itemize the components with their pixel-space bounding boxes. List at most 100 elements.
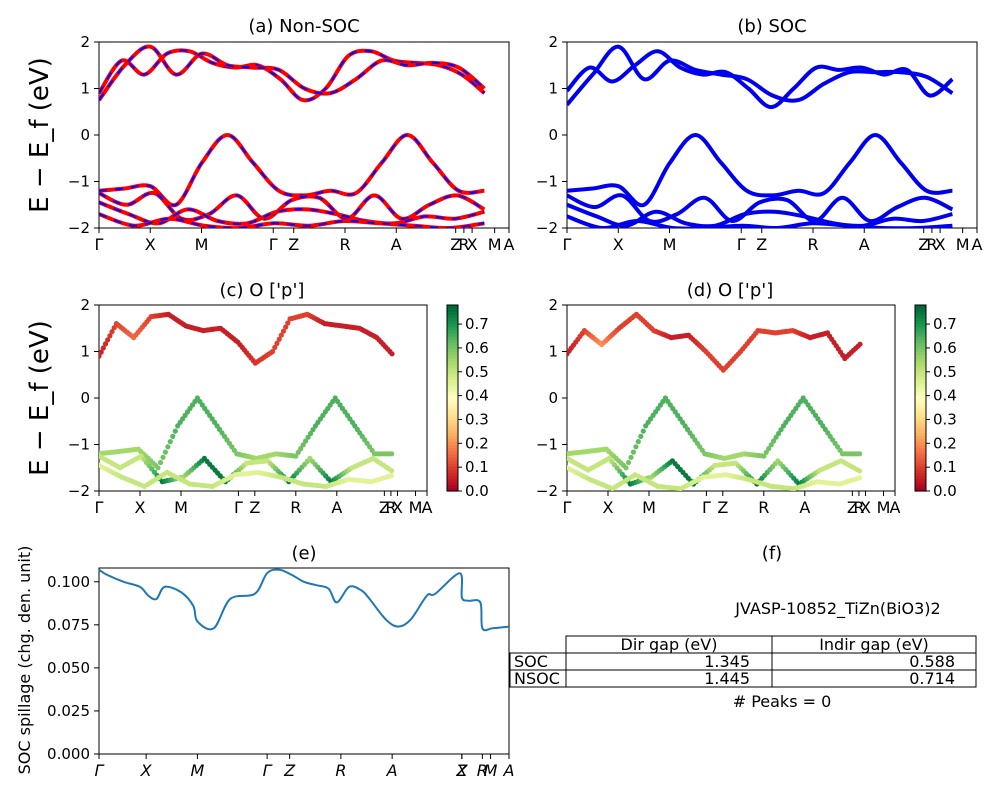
table-row-nsoc-dir: 1.445 <box>704 669 750 688</box>
projection-dot <box>102 341 109 347</box>
colorbar-segment <box>915 410 926 415</box>
colorbar-tick-label: 0.7 <box>933 315 957 333</box>
panel-b-y-tick-label: 2 <box>548 33 558 51</box>
nsoc-band-dash-3 <box>99 191 485 221</box>
panel-c-x-tick-label: Γ <box>95 498 104 517</box>
panel-c-x-tick-label: X <box>135 498 146 517</box>
projection-dot <box>100 345 106 351</box>
colorbar-segment <box>447 385 458 390</box>
projection-dot <box>389 451 395 457</box>
table-row-soc-label: SOC <box>514 652 548 671</box>
colorbar-tick-label: 0.7 <box>465 315 489 333</box>
projection-dot <box>278 332 284 338</box>
panel-b-bands <box>567 44 954 228</box>
colorbar-segment <box>915 326 926 331</box>
panel-c-colorbar: 0.7 0.6 0.5 0.4 0.3 0.2 0.1 0.0 <box>446 304 489 500</box>
colorbar-segment <box>447 435 458 439</box>
panel-a-y-tick-label: 1 <box>80 80 90 98</box>
spillage-line <box>98 568 510 632</box>
colorbar-segment <box>915 332 926 337</box>
panel-f: (f) JVASP-10852_TiZn(BiO3)2 Dir gap (eV)… <box>509 543 977 711</box>
panel-b-x-tick-label: M <box>663 235 677 254</box>
colorbar-segment <box>915 422 926 427</box>
colorbar-segment <box>447 314 458 318</box>
panel-b-x-tick-label: Z <box>918 235 929 254</box>
panel-b-xticks: Γ X M Γ Z R A ZRX M A <box>563 228 983 254</box>
colorbar-segment <box>447 472 458 477</box>
panel-d-y-tick-label: −1 <box>536 436 558 454</box>
projection-dot <box>298 446 304 452</box>
panel-a-y-tick-label: −2 <box>68 219 90 237</box>
colorbar-tick-label: 0.1 <box>465 458 489 476</box>
panel-d-x-tick-label: X <box>860 498 871 517</box>
panel-b-x-tick-label: R <box>807 235 818 254</box>
gap-table: Dir gap (eV) Indir gap (eV) SOC 1.345 0.… <box>509 635 977 688</box>
colorbar-segment <box>447 317 458 322</box>
peaks-count: # Peaks = 0 <box>733 692 832 711</box>
panel-c-x-tick-label: A <box>331 498 342 517</box>
colorbar-segment <box>915 407 926 411</box>
colorbar-tick-label: 0.0 <box>933 482 957 500</box>
projection-dot <box>107 333 113 339</box>
panel-c-projected-bands <box>99 311 395 489</box>
panel-a: (a) Non-SOC 210−1−2 Γ X M Γ Z R A ZRX M A E − E_f… <box>25 16 515 254</box>
colorbar-segment <box>447 391 458 396</box>
panel-c-x-tick-label: M <box>409 498 423 517</box>
colorbar-segment <box>447 336 458 340</box>
colorbar-segment <box>915 382 926 387</box>
projection-dot <box>389 351 395 357</box>
panel-e-y-tick-label: 0.050 <box>47 659 90 677</box>
colorbar-segment <box>447 311 458 315</box>
colorbar-segment <box>447 357 458 362</box>
colorbar-segment <box>447 487 458 492</box>
panel-a-x-tick-label: Γ <box>269 235 278 254</box>
colorbar-segment <box>915 354 926 359</box>
projection-dot <box>857 468 863 474</box>
projection-dot <box>272 344 278 350</box>
colorbar-segment <box>915 308 926 312</box>
panel-c-x-tick-label: M <box>174 498 188 517</box>
panel-d-y-tick-label: −2 <box>536 482 558 500</box>
panel-d-x-tick-label: X <box>603 498 614 517</box>
projection-dot <box>857 341 863 347</box>
projection-dot <box>305 434 311 440</box>
colorbar-segment <box>447 469 458 473</box>
projection-dot <box>389 468 395 474</box>
colorbar-segment <box>447 447 458 452</box>
panel-e-x-tick-label: X <box>455 761 468 780</box>
panel-e-x-tick-label: Γ <box>95 761 105 780</box>
projection-dot <box>766 446 772 452</box>
colorbar-segment <box>915 363 926 368</box>
projection-dot <box>623 465 629 471</box>
projection-dot <box>99 349 104 355</box>
panel-a-x-tick-label: Z <box>288 235 299 254</box>
projection-dot <box>630 449 637 455</box>
colorbar-frame <box>446 304 459 492</box>
panel-e-y-tick-label: 0.000 <box>47 745 90 763</box>
panel-a-yticks: 2 1 0 −1 −2 <box>68 33 99 237</box>
colorbar-segment <box>447 438 458 442</box>
colorbar-segment <box>915 342 926 346</box>
soc-band-1 <box>567 44 954 107</box>
colorbar-segment <box>447 429 458 433</box>
colorbar-segment <box>447 407 458 411</box>
panel-f-title: (f) <box>762 543 782 564</box>
colorbar-segment <box>915 463 926 467</box>
nsoc-band-dash-5 <box>99 213 485 228</box>
colorbar-segment <box>915 487 926 492</box>
projection-dot <box>625 459 632 466</box>
panel-e-x-tick-label: M <box>190 761 204 780</box>
colorbar-segment <box>915 475 926 480</box>
panel-a-x-tick-label: Z <box>450 235 461 254</box>
panel-c-x-tick-label: Z <box>249 498 260 517</box>
panel-d-x-tick-label: Γ <box>563 498 572 517</box>
table-row-soc-dir: 1.345 <box>704 652 750 671</box>
table-cell <box>771 669 977 688</box>
panel-d-x-tick-label: A <box>890 498 901 517</box>
colorbar-segment <box>447 398 458 402</box>
colorbar-segment <box>447 413 458 418</box>
panel-e-x-tick-label: A <box>386 761 398 780</box>
colorbar-segment <box>915 305 926 309</box>
colorbar-segment <box>915 453 926 458</box>
soc-band-4 <box>567 202 953 228</box>
